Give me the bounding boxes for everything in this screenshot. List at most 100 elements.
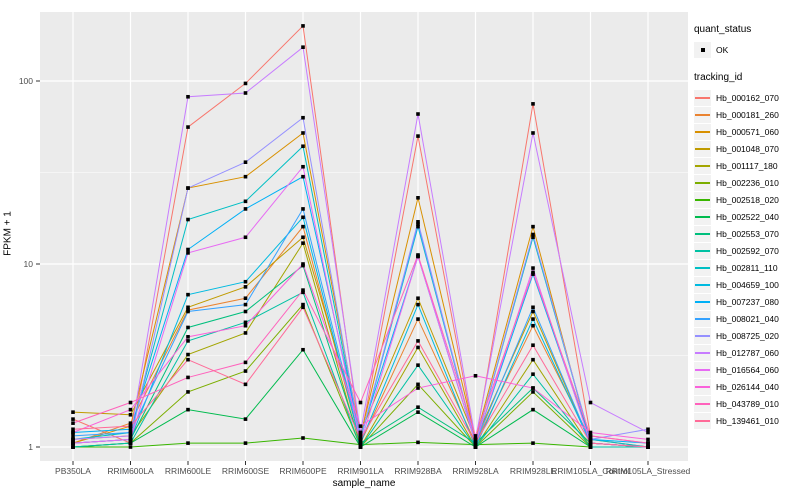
legend-item-Hb_007237_080: Hb_007237_080 <box>694 293 798 310</box>
legend-item-label: Hb_000181_260 <box>716 109 779 120</box>
data-point <box>186 94 190 99</box>
x-tick-label: RRIM600LE <box>165 466 212 476</box>
data-point <box>128 445 133 449</box>
data-point <box>71 445 75 449</box>
data-point <box>531 235 535 240</box>
data-point <box>186 292 190 297</box>
legend-item-label: Hb_004659_100 <box>716 279 779 290</box>
data-point <box>301 262 305 266</box>
legend-key-box <box>694 361 711 378</box>
x-tick-label: RRIM600PE <box>279 466 327 476</box>
data-point <box>416 220 420 224</box>
data-point <box>416 317 420 321</box>
data-point <box>186 352 190 357</box>
data-point <box>243 309 248 314</box>
data-point <box>243 207 248 211</box>
data-point <box>128 424 133 428</box>
legend-line-swatch <box>695 368 710 371</box>
legend-item-Hb_000571_060: Hb_000571_060 <box>694 123 798 140</box>
data-point <box>186 357 190 362</box>
data-point <box>243 174 248 179</box>
x-tick-label: RRIM600SE <box>222 466 270 476</box>
data-point <box>416 296 420 301</box>
data-point <box>301 241 305 245</box>
data-point <box>128 434 133 438</box>
legend-item-Hb_008021_040: Hb_008021_040 <box>694 310 798 327</box>
data-point <box>128 427 133 432</box>
data-point <box>243 320 248 325</box>
data-point <box>128 421 133 425</box>
data-point <box>588 430 593 435</box>
data-point <box>416 345 420 350</box>
data-point <box>416 339 420 343</box>
legend-item-Hb_002518_020: Hb_002518_020 <box>694 191 798 208</box>
data-point <box>186 335 190 339</box>
data-point <box>301 144 305 149</box>
data-point <box>358 424 363 428</box>
data-point <box>531 386 535 390</box>
data-point <box>243 81 248 86</box>
legend-item-Hb_001048_070: Hb_001048_070 <box>694 140 798 157</box>
data-point <box>358 400 363 405</box>
legend-item-label: Hb_000571_060 <box>716 126 779 137</box>
data-point <box>473 441 478 445</box>
data-point <box>646 430 650 435</box>
data-point <box>243 323 248 328</box>
legend-key-box <box>694 140 711 157</box>
legend-item-Hb_002553_070: Hb_002553_070 <box>694 225 798 242</box>
legend-title-tracking-id: tracking_id <box>694 72 743 83</box>
legend-line-swatch <box>695 351 710 354</box>
data-point <box>531 270 535 275</box>
data-point <box>301 131 305 135</box>
legend-item-label: Hb_002518_020 <box>716 194 779 205</box>
legend-item-Hb_001117_180: Hb_001117_180 <box>694 157 798 174</box>
data-point <box>358 437 363 442</box>
legend-item-Hb_000162_070: Hb_000162_070 <box>694 89 798 106</box>
data-point <box>531 390 535 394</box>
legend-line-swatch <box>695 402 710 405</box>
data-point <box>531 407 535 412</box>
legend-line-swatch <box>695 181 710 184</box>
data-point <box>243 441 248 445</box>
data-point <box>128 400 133 405</box>
data-point <box>531 131 535 135</box>
data-point <box>71 410 75 414</box>
legend-key-box <box>694 344 711 361</box>
legend-item-Hb_008725_020: Hb_008725_020 <box>694 327 798 344</box>
legend-key-box <box>694 276 711 293</box>
legend-key-box <box>694 259 711 276</box>
legend-key-box <box>694 378 711 395</box>
legend-line-swatch <box>695 198 710 201</box>
data-point <box>588 445 593 449</box>
legend-line-swatch <box>695 283 710 286</box>
data-point <box>531 309 535 314</box>
data-point <box>301 215 305 220</box>
legend-key-box <box>694 310 711 327</box>
legend: quant_status OK tracking_id Hb_000162_07… <box>694 24 798 429</box>
legend-item-label: Hb_012787_060 <box>716 347 779 358</box>
legend-item-Hb_139461_010: Hb_139461_010 <box>694 412 798 429</box>
legend-item-Hb_002522_040: Hb_002522_040 <box>694 208 798 225</box>
data-point <box>301 290 305 295</box>
data-point <box>71 421 75 425</box>
data-point <box>128 407 133 412</box>
legend-item-label: Hb_002236_010 <box>716 177 779 188</box>
data-point <box>531 224 535 229</box>
legend-line-swatch <box>695 113 710 116</box>
legend-title-quant-status: quant_status <box>694 24 752 35</box>
data-point <box>301 164 305 169</box>
data-point <box>243 331 248 335</box>
data-point <box>301 207 305 211</box>
y-tick-label: 1 <box>28 442 33 452</box>
legend-line-swatch <box>695 300 710 303</box>
data-point <box>71 427 75 432</box>
data-point <box>473 434 478 438</box>
data-point <box>186 339 190 343</box>
data-point <box>416 222 420 227</box>
legend-item-label: Hb_007237_080 <box>716 296 779 307</box>
legend-item-Hb_026144_040: Hb_026144_040 <box>694 378 798 395</box>
legend-item-label: Hb_002553_070 <box>716 228 779 239</box>
data-point <box>186 186 190 190</box>
data-point <box>301 235 305 240</box>
data-point <box>301 174 305 179</box>
